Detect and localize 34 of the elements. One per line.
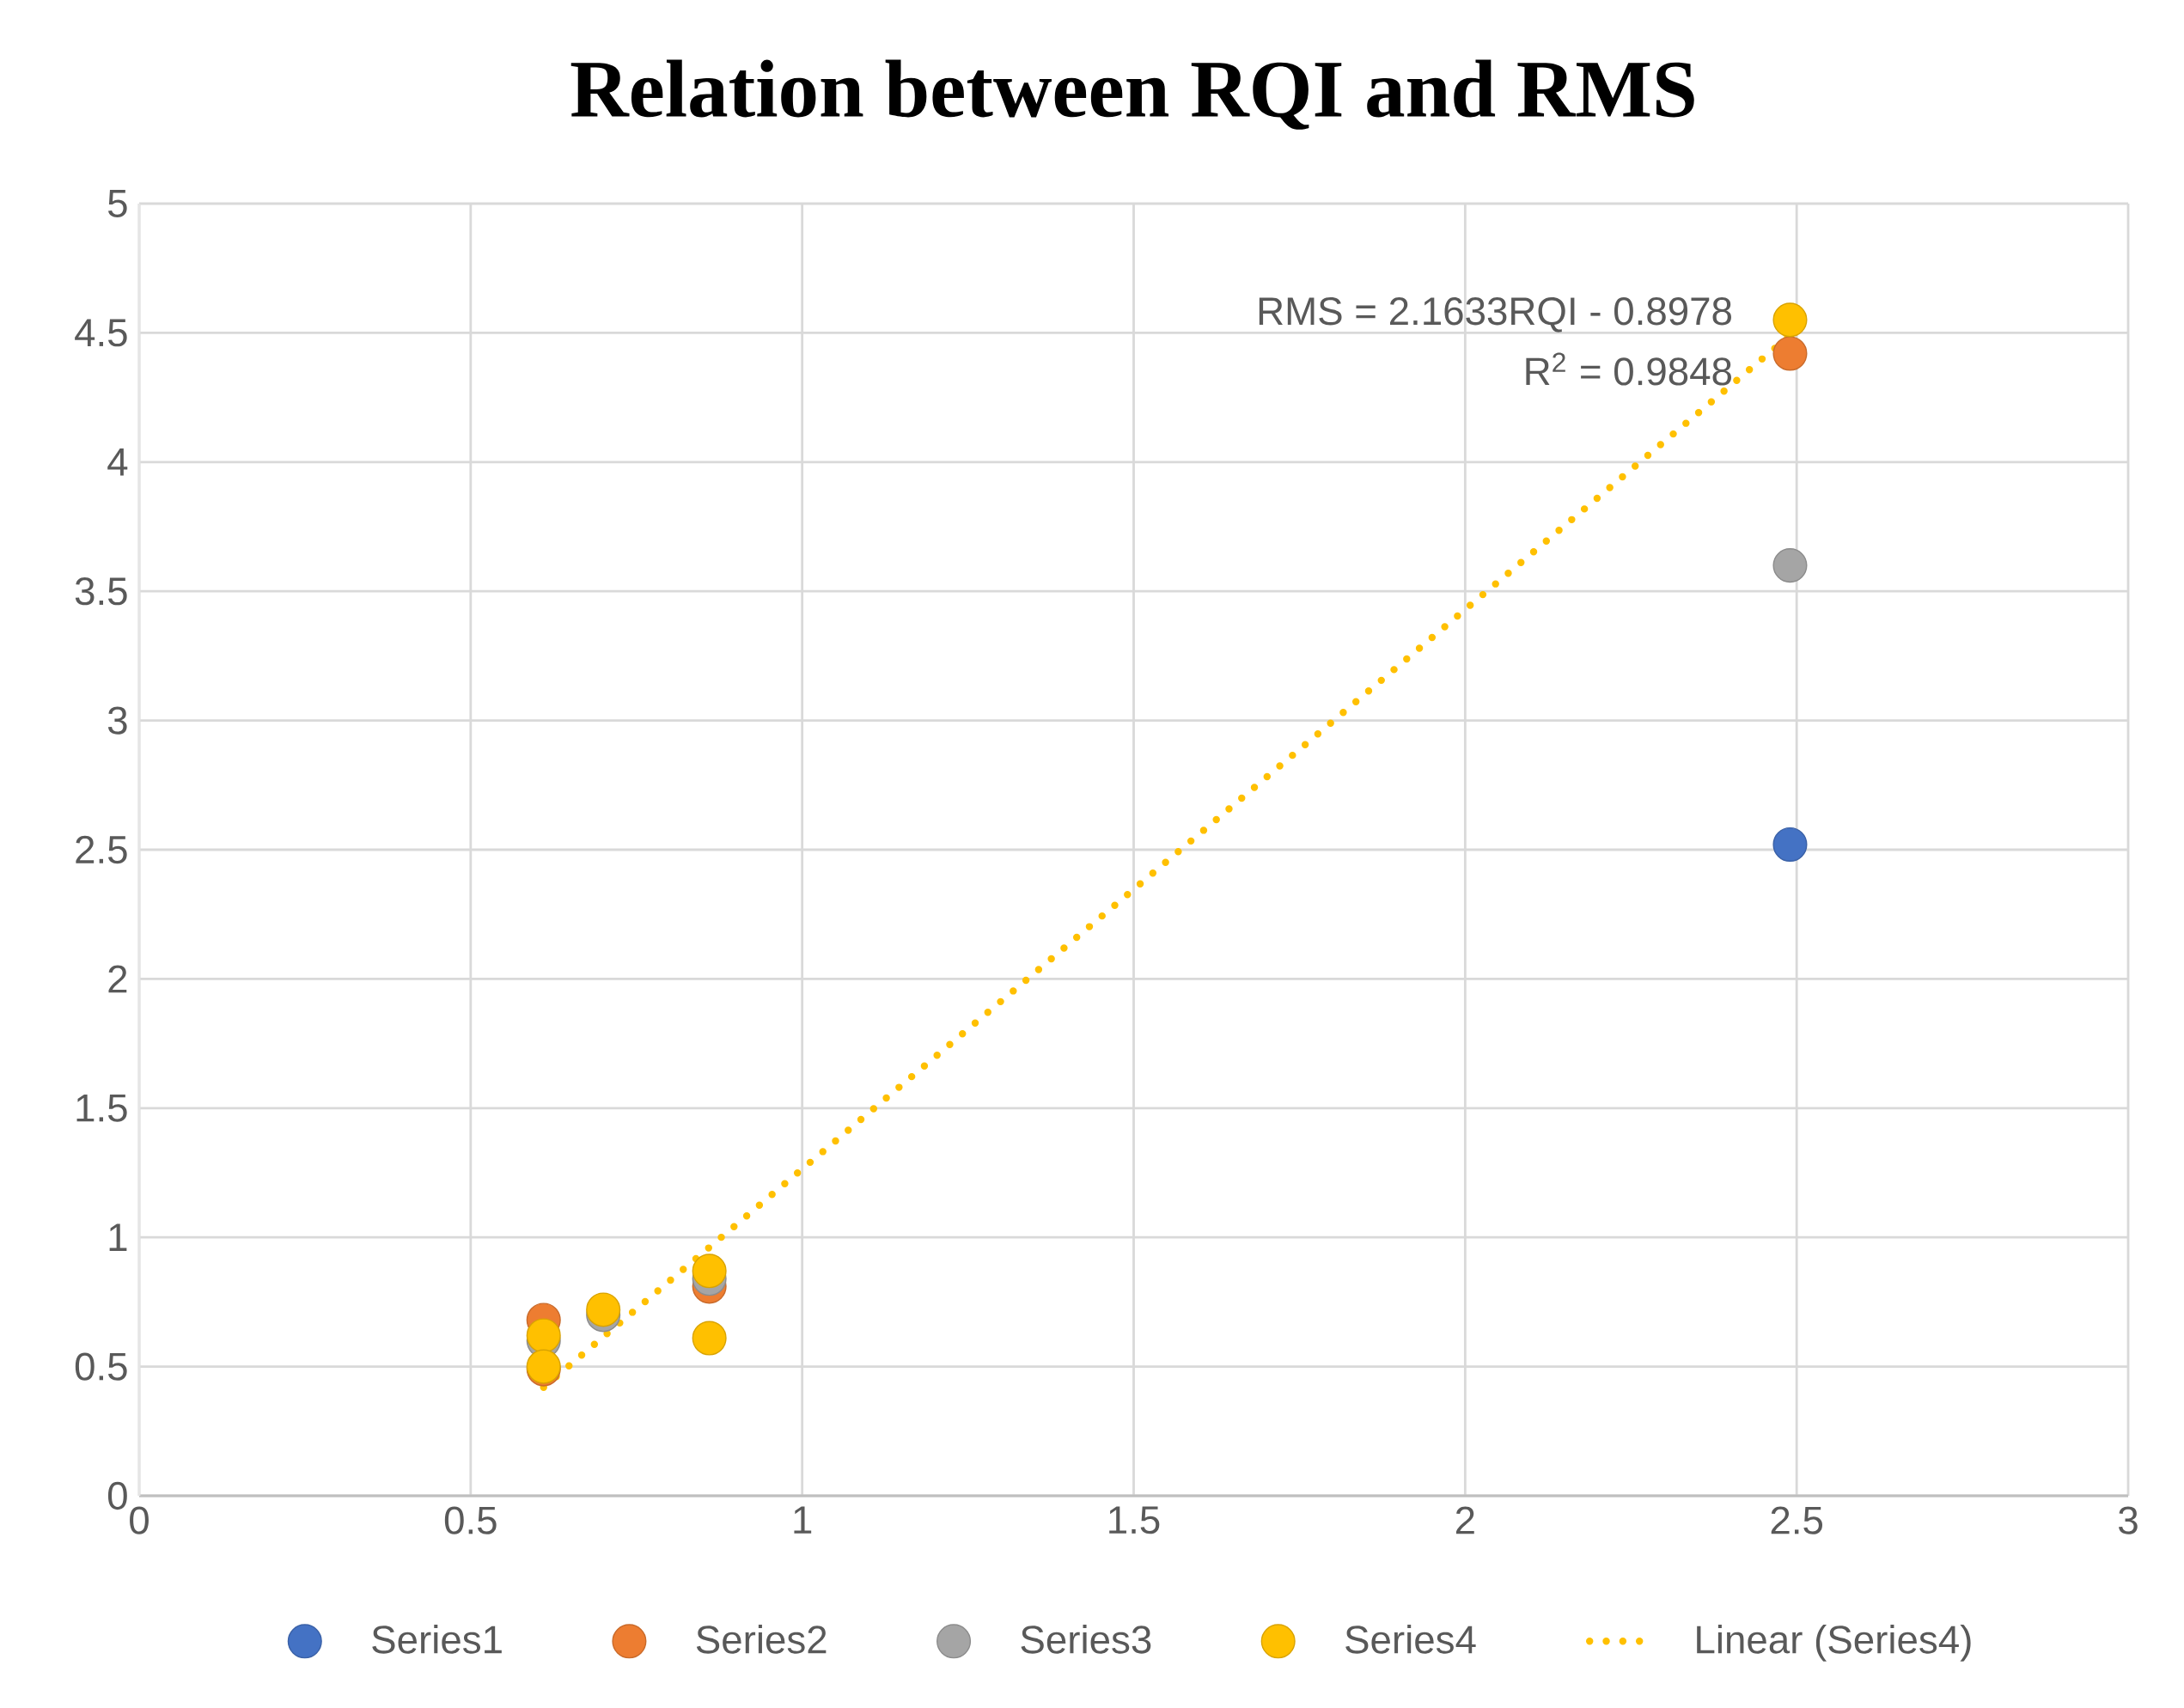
y-tick-label: 5 — [107, 190, 127, 217]
legend-label: Linear (Series4) — [1697, 1625, 1971, 1662]
chart-title: Relation between RQI and RMS — [570, 59, 1694, 130]
legend-label: Series1 — [372, 1625, 502, 1654]
y-tick-label: 3 — [107, 706, 127, 735]
point — [1772, 827, 1808, 863]
legend-label: Series4 — [1345, 1625, 1476, 1654]
x-tick-label: 0.5 — [444, 1506, 497, 1534]
x-tick-label: 0 — [130, 1506, 149, 1534]
y-tick-label: 4 — [107, 448, 128, 476]
annotation: RMS = 2.1633RQI - 0.8978 — [1259, 297, 1731, 332]
annotation: R$^{2}$ = 0.9848 — [1526, 352, 1731, 386]
legend-label: Series2 — [696, 1625, 827, 1654]
point — [692, 1254, 727, 1289]
y-tick-label: 2.5 — [76, 835, 127, 864]
y-tick-label: 0.5 — [75, 1352, 127, 1381]
point — [526, 1318, 561, 1353]
y-tick-label: 3.5 — [75, 577, 127, 606]
point — [692, 1321, 727, 1356]
point — [1772, 548, 1808, 583]
x-tick-label: 3 — [2119, 1506, 2138, 1534]
point — [1772, 336, 1808, 371]
x-tick-label: 2 — [1455, 1506, 1474, 1534]
y-tick-label: 0 — [107, 1481, 127, 1510]
y-tick-label: 4.5 — [75, 319, 127, 347]
y-tick-label: 2 — [108, 965, 127, 993]
x-tick-label: 1.5 — [1109, 1506, 1160, 1534]
x-tick-label: 1 — [794, 1506, 812, 1534]
y-tick-label: 1.5 — [76, 1094, 127, 1122]
x-tick-label: 2.5 — [1771, 1506, 1823, 1534]
point — [1772, 302, 1808, 338]
point — [586, 1292, 621, 1327]
legend-label: Series3 — [1021, 1625, 1151, 1654]
y-tick-label: 1 — [109, 1223, 127, 1251]
